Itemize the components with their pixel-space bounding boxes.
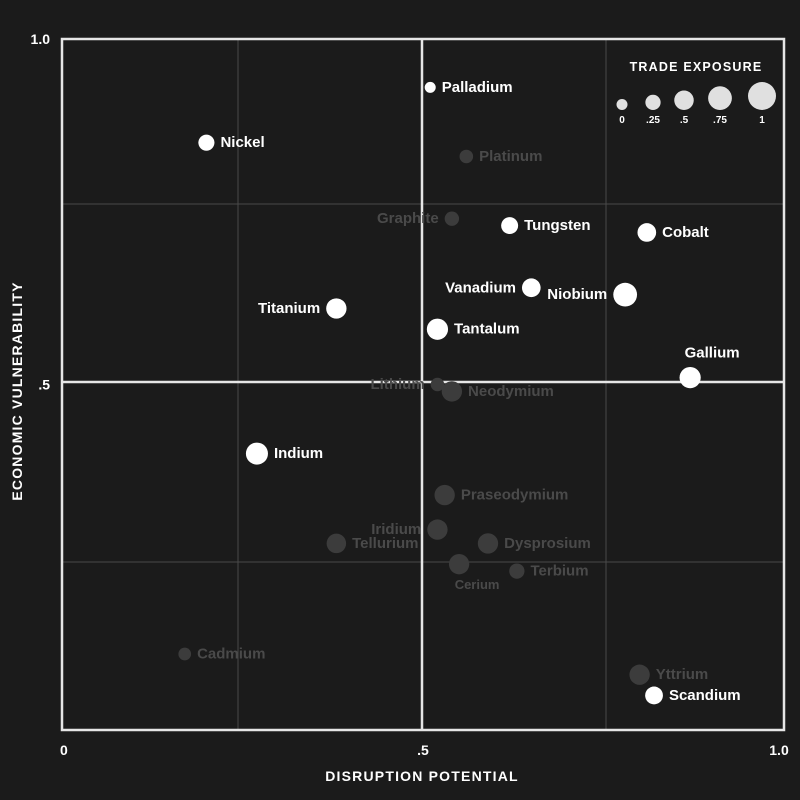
- point-label: Titanium: [258, 300, 320, 317]
- gridlines: [62, 39, 784, 730]
- point-lithium: Lithium: [371, 376, 445, 393]
- point-palladium: Palladium: [424, 79, 513, 96]
- point-label: Tungsten: [524, 217, 590, 234]
- point-label: Iridium: [371, 521, 421, 538]
- legend-size-label: 1: [759, 115, 765, 126]
- point-label: Cadmium: [197, 645, 265, 662]
- point-marker: [441, 381, 463, 402]
- y-axis-title: ECONOMIC VULNERABILITY: [9, 281, 25, 500]
- x-tick-label: 0: [60, 742, 68, 758]
- point-marker: [434, 484, 455, 506]
- point-marker: [509, 563, 525, 579]
- plot-frame: [60, 37, 786, 732]
- point-titanium: Titanium: [258, 298, 347, 319]
- point-label: Scandium: [669, 687, 741, 704]
- point-label: Praseodymium: [461, 487, 569, 504]
- point-nickel: Nickel: [198, 134, 265, 151]
- point-iridium: Iridium: [371, 519, 448, 540]
- point-tantalum: Tantalum: [426, 318, 520, 340]
- point-graphite: Graphite: [377, 210, 460, 227]
- point-scandium: Scandium: [645, 686, 741, 705]
- point-yttrium: Yttrium: [629, 664, 709, 685]
- point-marker: [637, 223, 657, 242]
- legend-title: TRADE EXPOSURE: [630, 60, 763, 74]
- legend-size-label: .75: [713, 115, 727, 126]
- legend-size-label: 0: [619, 115, 625, 126]
- point-cerium: Cerium: [448, 553, 500, 592]
- point-marker: [430, 377, 445, 392]
- x-tick-label: .5: [417, 742, 429, 758]
- point-marker: [444, 211, 460, 226]
- point-marker: [198, 134, 215, 151]
- legend-size-label: .25: [646, 115, 660, 126]
- point-label: Platinum: [479, 148, 542, 165]
- size-legend: TRADE EXPOSURE 0 .25 .5 .75 1: [616, 60, 776, 126]
- point-tungsten: Tungsten: [501, 217, 591, 235]
- point-label: Yttrium: [656, 666, 709, 683]
- point-marker: [426, 318, 449, 340]
- point-indium: Indium: [245, 442, 323, 465]
- point-label: Tantalum: [454, 321, 520, 338]
- point-label: Cerium: [455, 577, 500, 592]
- point-label: Cobalt: [662, 224, 709, 241]
- legend-size-circle: [645, 94, 661, 110]
- point-label: Indium: [274, 445, 323, 462]
- point-label: Gallium: [685, 344, 740, 361]
- point-marker: [459, 149, 474, 164]
- point-label: Terbium: [530, 563, 588, 580]
- point-cadmium: Cadmium: [178, 645, 265, 662]
- point-label: Neodymium: [468, 383, 554, 400]
- point-label: Tellurium: [352, 535, 418, 552]
- point-label: Nickel: [220, 134, 264, 151]
- point-marker: [427, 519, 448, 540]
- data-points: Platinum Graphite Lithium Neodymium Praseody…: [178, 79, 741, 705]
- y-tick-label: .5: [38, 377, 50, 393]
- point-marker: [477, 533, 499, 554]
- point-label: Vanadium: [445, 279, 516, 296]
- point-dysprosium: Dysprosium: [477, 533, 591, 554]
- point-praseodymium: Praseodymium: [434, 484, 569, 506]
- point-label: Niobium: [547, 286, 607, 303]
- legend-size-circle: [674, 90, 694, 110]
- point-marker: [521, 278, 541, 298]
- point-marker: [245, 442, 268, 465]
- y-tick-label: 1.0: [31, 31, 51, 47]
- point-marker: [326, 298, 347, 319]
- point-tellurium: Tellurium: [326, 533, 419, 554]
- legend-size-circle: [708, 86, 732, 110]
- point-marker: [178, 647, 192, 661]
- point-marker: [501, 217, 519, 235]
- point-neodymium: Neodymium: [441, 381, 554, 402]
- legend-size-label: .5: [680, 115, 689, 126]
- point-label: Graphite: [377, 210, 439, 227]
- point-marker: [448, 553, 470, 575]
- legend-size-circle: [748, 82, 776, 110]
- point-platinum: Platinum: [459, 148, 542, 165]
- point-label: Lithium: [371, 376, 425, 393]
- legend-size-circle: [616, 99, 628, 110]
- axis-ticks: 0 .5 1.0 .5 1.0: [31, 31, 789, 758]
- point-marker: [645, 686, 663, 705]
- point-marker: [424, 81, 436, 93]
- x-tick-label: 1.0: [769, 742, 789, 758]
- point-marker: [326, 533, 347, 554]
- point-gallium: Gallium: [679, 344, 740, 389]
- point-label: Palladium: [442, 79, 513, 96]
- point-cobalt: Cobalt: [637, 223, 709, 242]
- point-terbium: Terbium: [509, 563, 589, 580]
- point-marker: [679, 366, 701, 389]
- point-label: Dysprosium: [504, 535, 591, 552]
- point-marker: [613, 282, 638, 307]
- point-niobium: Niobium: [547, 282, 638, 307]
- point-vanadium: Vanadium: [445, 278, 541, 298]
- x-axis-title: DISRUPTION POTENTIAL: [325, 768, 519, 784]
- point-marker: [629, 664, 650, 685]
